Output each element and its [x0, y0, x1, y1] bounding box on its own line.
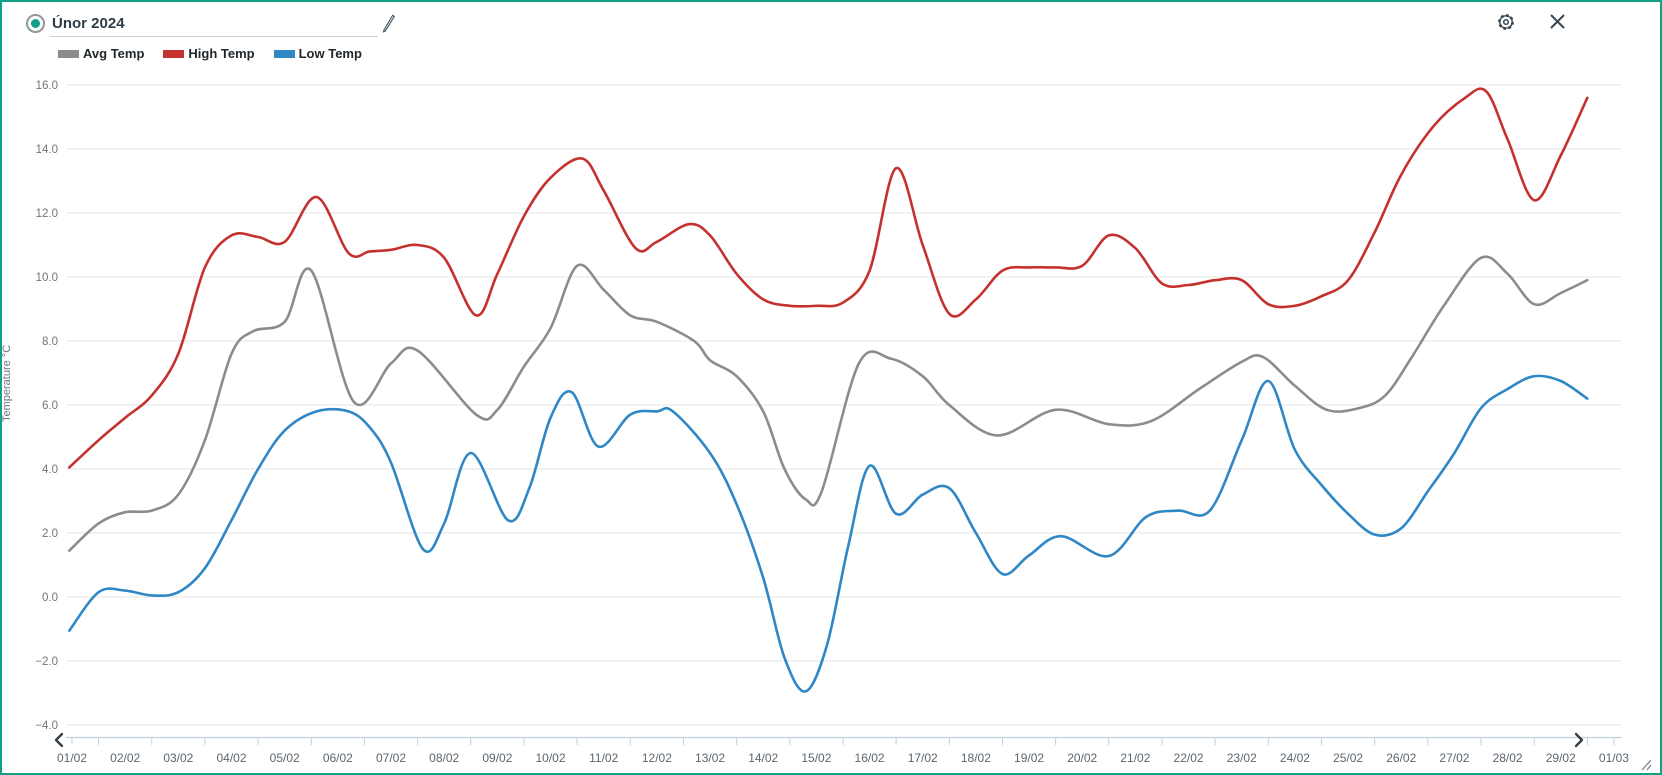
legend-item-avg-temp[interactable]: Avg Temp	[58, 46, 144, 61]
x-tick-label: 28/02	[1493, 751, 1523, 765]
legend-swatch	[273, 49, 295, 58]
x-tick-label: 26/02	[1386, 751, 1416, 765]
x-tick-label: 12/02	[642, 751, 672, 765]
period-title-input[interactable]	[50, 10, 378, 37]
x-tick-label: 01/02	[57, 751, 87, 765]
x-tick-label: 23/02	[1227, 751, 1257, 765]
legend-label: High Temp	[188, 46, 255, 61]
legend: Avg Temp High Temp Low Temp	[58, 46, 362, 61]
resize-grip-icon	[1641, 759, 1652, 771]
close-icon	[1550, 14, 1565, 29]
y-tick-label: 6.0	[42, 400, 58, 412]
gear-icon	[1498, 14, 1514, 30]
legend-swatch	[58, 49, 79, 58]
y-tick-label: 16.0	[36, 80, 58, 92]
x-tick-label: 20/02	[1067, 751, 1097, 765]
radio-dot	[31, 19, 40, 28]
x-tick-label: 02/02	[110, 751, 140, 765]
x-tick-label: 03/02	[163, 751, 193, 765]
y-tick-label: 8.0	[42, 336, 58, 348]
x-tick-label: 07/02	[376, 751, 406, 765]
x-tick-label: 13/02	[695, 751, 725, 765]
legend-label: Avg Temp	[83, 46, 145, 61]
pencil-icon	[382, 14, 396, 33]
legend-label: Low Temp	[298, 46, 362, 61]
chevron-right-icon	[1574, 732, 1584, 748]
y-tick-label: 0.0	[42, 592, 58, 604]
x-tick-label: 24/02	[1280, 751, 1310, 765]
x-tick-label: 22/02	[1174, 751, 1204, 765]
next-period-button[interactable]	[1572, 732, 1586, 748]
x-tick-label: 10/02	[536, 751, 566, 765]
x-tick-label: 21/02	[1120, 751, 1150, 765]
x-tick-label: 18/02	[961, 751, 991, 765]
y-tick-label: 2.0	[42, 528, 58, 540]
close-button[interactable]	[1549, 13, 1566, 30]
y-tick-label: 10.0	[36, 272, 58, 284]
resize-handle[interactable]	[1636, 756, 1654, 772]
x-tick-label: 06/02	[323, 751, 353, 765]
x-tick-label: 01/03	[1599, 751, 1629, 765]
series-line-low-temp	[68, 374, 1589, 693]
x-tick-label: 09/02	[482, 751, 512, 765]
edit-button[interactable]	[380, 12, 398, 34]
chevron-left-icon	[54, 732, 64, 748]
y-tick-label: 14.0	[36, 144, 58, 156]
prev-period-button[interactable]	[52, 732, 66, 748]
radio-selected-icon[interactable]	[26, 14, 45, 33]
x-tick-label: 17/02	[908, 751, 938, 765]
series-line-avg-temp	[68, 255, 1589, 552]
series-line-high-temp	[68, 87, 1589, 469]
x-tick-label: 15/02	[801, 751, 831, 765]
x-tick-label: 04/02	[216, 751, 246, 765]
legend-swatch	[163, 49, 185, 58]
y-tick-label: −2.0	[35, 656, 58, 668]
y-tick-label: 4.0	[42, 464, 58, 476]
x-tick-label: 11/02	[589, 751, 618, 765]
legend-item-high-temp[interactable]: High Temp	[163, 46, 255, 61]
settings-button[interactable]	[1496, 12, 1516, 32]
x-tick-label: 19/02	[1014, 751, 1044, 765]
x-tick-label: 08/02	[429, 751, 459, 765]
x-tick-label: 14/02	[748, 751, 778, 765]
x-tick-label: 25/02	[1333, 751, 1363, 765]
x-tick-label: 05/02	[270, 751, 300, 765]
x-tick-label: 16/02	[855, 751, 885, 765]
x-tick-label: 27/02	[1439, 751, 1469, 765]
y-tick-label: 12.0	[36, 208, 58, 220]
legend-item-low-temp[interactable]: Low Temp	[273, 46, 362, 61]
x-tick-label: 29/02	[1546, 751, 1576, 765]
y-tick-label: −4.0	[35, 720, 58, 732]
